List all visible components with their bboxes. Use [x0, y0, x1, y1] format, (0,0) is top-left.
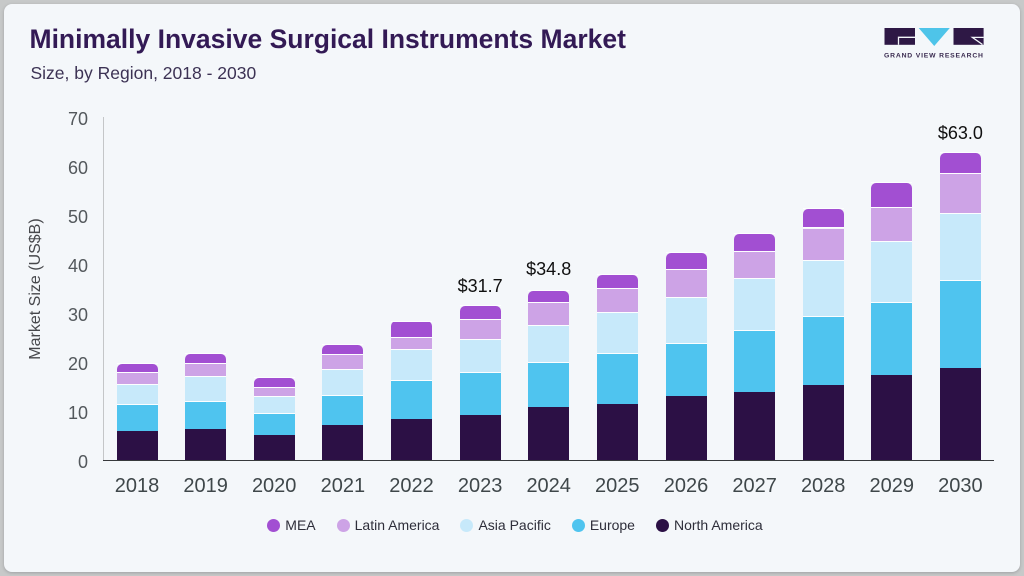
svg-text:GRAND VIEW RESEARCH: GRAND VIEW RESEARCH: [884, 53, 984, 60]
